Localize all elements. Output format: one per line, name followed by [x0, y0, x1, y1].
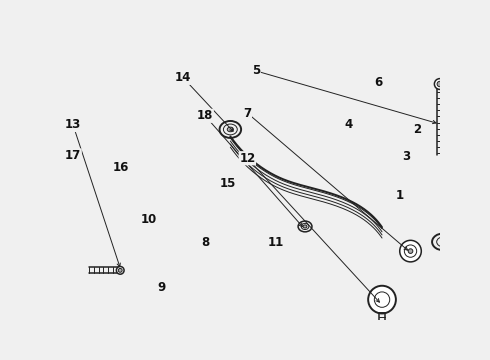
FancyBboxPatch shape	[159, 325, 203, 359]
Text: 9: 9	[157, 281, 166, 294]
Circle shape	[435, 78, 445, 89]
Text: 18: 18	[197, 109, 213, 122]
Text: 14: 14	[175, 71, 192, 84]
Text: 11: 11	[268, 236, 284, 249]
Text: 4: 4	[344, 118, 353, 131]
Ellipse shape	[227, 127, 233, 132]
Ellipse shape	[303, 225, 307, 228]
Text: 17: 17	[65, 149, 81, 162]
Text: 8: 8	[201, 236, 209, 249]
Text: 1: 1	[395, 189, 403, 202]
Text: 6: 6	[374, 76, 382, 89]
Text: 10: 10	[140, 213, 157, 226]
Circle shape	[118, 269, 122, 272]
Text: 13: 13	[65, 118, 81, 131]
Ellipse shape	[441, 239, 447, 244]
Text: 3: 3	[402, 150, 411, 163]
Circle shape	[117, 339, 124, 347]
Text: 5: 5	[252, 64, 260, 77]
Text: 7: 7	[244, 107, 251, 120]
Text: 15: 15	[220, 177, 236, 190]
Circle shape	[117, 266, 124, 274]
Circle shape	[118, 342, 122, 346]
Circle shape	[437, 81, 442, 87]
Circle shape	[408, 249, 413, 253]
Circle shape	[400, 240, 421, 262]
Ellipse shape	[177, 339, 185, 345]
Circle shape	[368, 286, 396, 314]
Text: 16: 16	[113, 161, 129, 174]
Text: 12: 12	[239, 152, 255, 165]
Text: 2: 2	[413, 123, 421, 136]
